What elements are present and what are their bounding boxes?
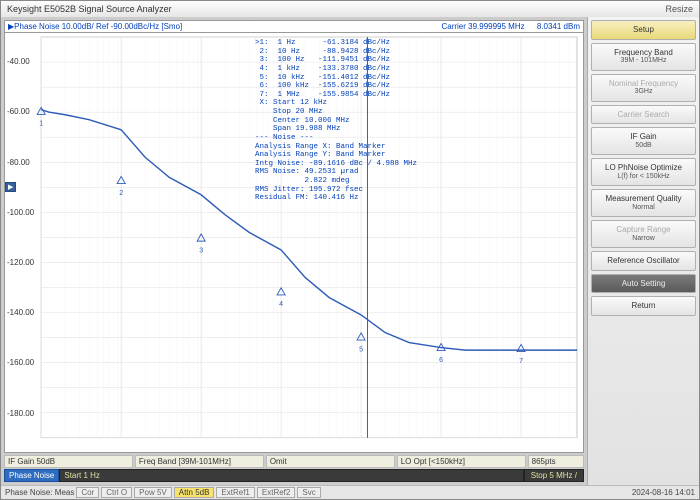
- y-axis-tick-label: -160.00: [7, 358, 34, 367]
- plot-header: ▶Phase Noise 10.00dB/ Ref -90.00dBc/Hz […: [4, 20, 584, 33]
- status-ifgain: IF Gain 50dB: [4, 455, 133, 468]
- status-omit: Omit: [266, 455, 395, 468]
- lo-optimize-button[interactable]: LO PhNoise OptimizeL(f) for < 150kHz: [591, 158, 696, 186]
- reference-level-handle[interactable]: ▶: [5, 182, 16, 192]
- window-title: Keysight E5052B Signal Source Analyzer: [7, 4, 172, 14]
- svg-text:6: 6: [439, 356, 443, 364]
- svg-text:3: 3: [199, 246, 203, 254]
- trace-info: ▶Phase Noise 10.00dB/ Ref -90.00dBc/Hz […: [8, 22, 182, 31]
- bb-date: 2024-08-16 14:01: [632, 488, 695, 497]
- bb-pow[interactable]: Pow 5V: [134, 487, 172, 498]
- status-start: Start 1 Hz: [59, 469, 523, 482]
- y-axis-tick-label: -180.00: [7, 409, 34, 418]
- svg-text:2: 2: [119, 189, 123, 197]
- svg-text:1: 1: [39, 120, 43, 128]
- status-row-2: Phase Noise Start 1 Hz Stop 5 MHz /: [4, 469, 584, 482]
- bb-attn[interactable]: Attn 5dB: [174, 487, 215, 498]
- bb-cor[interactable]: Cor: [76, 487, 99, 498]
- bb-extref2[interactable]: ExtRef2: [257, 487, 295, 498]
- status-pts: 865pts: [528, 455, 584, 468]
- frequency-band-button[interactable]: Frequency Band39M - 101MHz: [591, 43, 696, 71]
- carrier-power: 8.0341 dBm: [537, 22, 580, 31]
- nominal-frequency-button[interactable]: Nominal Frequency3GHz: [591, 74, 696, 102]
- reference-oscillator-button[interactable]: Reference Oscillator: [591, 251, 696, 271]
- setup-button[interactable]: Setup: [591, 20, 696, 40]
- carrier-search-button[interactable]: Carrier Search: [591, 105, 696, 125]
- status-row-1: IF Gain 50dB Freq Band [39M-101MHz] Omit…: [4, 455, 584, 468]
- measurement-quality-button[interactable]: Measurement QualityNormal: [591, 189, 696, 217]
- bb-extref1[interactable]: ExtRef1: [216, 487, 254, 498]
- carrier-freq: Carrier 39.999995 MHz: [441, 22, 524, 31]
- svg-text:5: 5: [359, 345, 363, 353]
- y-axis-tick-label: -140.00: [7, 308, 34, 317]
- side-panel: Setup Frequency Band39M - 101MHz Nominal…: [587, 17, 699, 485]
- status-loopt: LO Opt [<150kHz]: [397, 455, 526, 468]
- bottom-bar: Phase Noise: Meas Cor Ctrl O Pow 5V Attn…: [1, 485, 699, 499]
- bb-meas: Phase Noise: Meas: [5, 488, 74, 497]
- bb-svc[interactable]: Svc: [297, 487, 320, 498]
- if-gain-button[interactable]: IF Gain50dB: [591, 127, 696, 155]
- return-button[interactable]: Return: [591, 296, 696, 316]
- auto-setting-button[interactable]: Auto Setting: [591, 274, 696, 294]
- phase-noise-chart: 1 2 3 4 5 6 7: [5, 33, 583, 452]
- titlebar: Keysight E5052B Signal Source Analyzer R…: [1, 1, 699, 17]
- y-axis-tick-label: -80.00: [7, 158, 30, 167]
- status-phasenoise: Phase Noise: [4, 469, 59, 482]
- svg-text:7: 7: [519, 357, 523, 365]
- status-freqband: Freq Band [39M-101MHz]: [135, 455, 264, 468]
- capture-range-button[interactable]: Capture RangeNarrow: [591, 220, 696, 248]
- y-axis-tick-label: -120.00: [7, 258, 34, 267]
- y-axis-tick-label: -60.00: [7, 107, 30, 116]
- resize-label[interactable]: Resize: [665, 4, 693, 14]
- y-axis-tick-label: -100.00: [7, 208, 34, 217]
- plot-area[interactable]: 1234567 >1: 1 Hz -61.3184 dBc/Hz 2: 10 H…: [4, 33, 584, 453]
- bb-ctrl[interactable]: Ctrl O: [101, 487, 132, 498]
- y-axis-tick-label: -40.00: [7, 57, 30, 66]
- status-stop: Stop 5 MHz /: [524, 469, 584, 482]
- svg-text:4: 4: [279, 300, 283, 308]
